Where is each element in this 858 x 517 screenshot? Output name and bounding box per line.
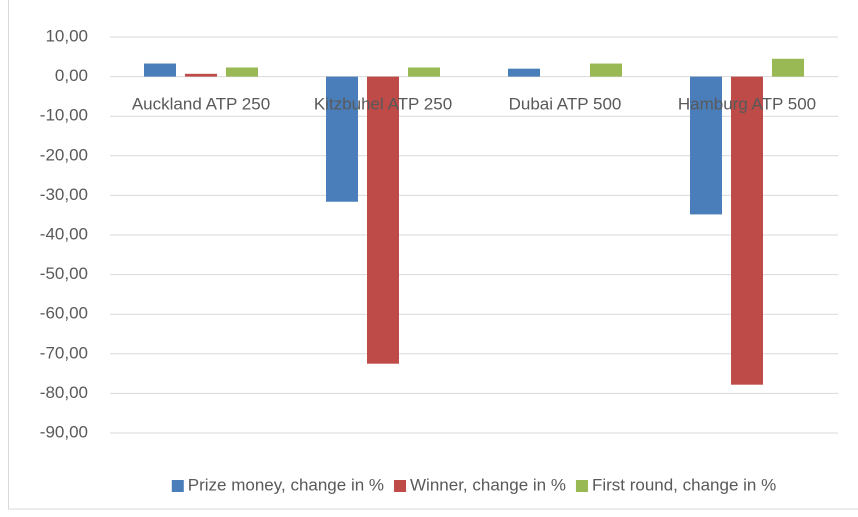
- x-tick-label: Dubai ATP 500: [509, 94, 622, 113]
- bar: [731, 76, 763, 385]
- y-tick-label: 0,00: [55, 66, 88, 85]
- y-tick-label: -60,00: [40, 304, 88, 323]
- bar: [590, 63, 622, 77]
- bar: [185, 73, 217, 77]
- bar: [508, 68, 540, 77]
- legend-swatch: [394, 480, 407, 492]
- x-tick-label: Kitzbuhel ATP 250: [314, 94, 452, 113]
- y-tick-label: -20,00: [40, 145, 88, 164]
- bar: [408, 67, 440, 77]
- bar: [326, 76, 358, 202]
- bar: [772, 58, 804, 77]
- legend-label: First round, change in %: [592, 475, 776, 494]
- legend-label: Winner, change in %: [410, 475, 566, 494]
- bar: [144, 63, 176, 77]
- y-tick-label: -40,00: [40, 224, 88, 243]
- bar: [367, 76, 399, 364]
- legend-swatch: [171, 480, 184, 492]
- legend-label: Prize money, change in %: [188, 475, 384, 494]
- y-tick-label: 10,00: [45, 26, 88, 45]
- y-tick-label: -80,00: [40, 383, 88, 402]
- x-tick-label: Auckland ATP 250: [132, 94, 270, 113]
- bar: [690, 76, 722, 215]
- legend-swatch: [575, 480, 588, 492]
- y-tick-label: -90,00: [40, 422, 88, 441]
- y-tick-label: -50,00: [40, 264, 88, 283]
- y-tick-label: -70,00: [40, 343, 88, 362]
- x-tick-label: Hamburg ATP 500: [678, 94, 816, 113]
- y-tick-label: -30,00: [40, 185, 88, 204]
- bar: [226, 67, 258, 77]
- chart-frame: [8, 0, 858, 510]
- y-tick-label: -10,00: [40, 106, 88, 125]
